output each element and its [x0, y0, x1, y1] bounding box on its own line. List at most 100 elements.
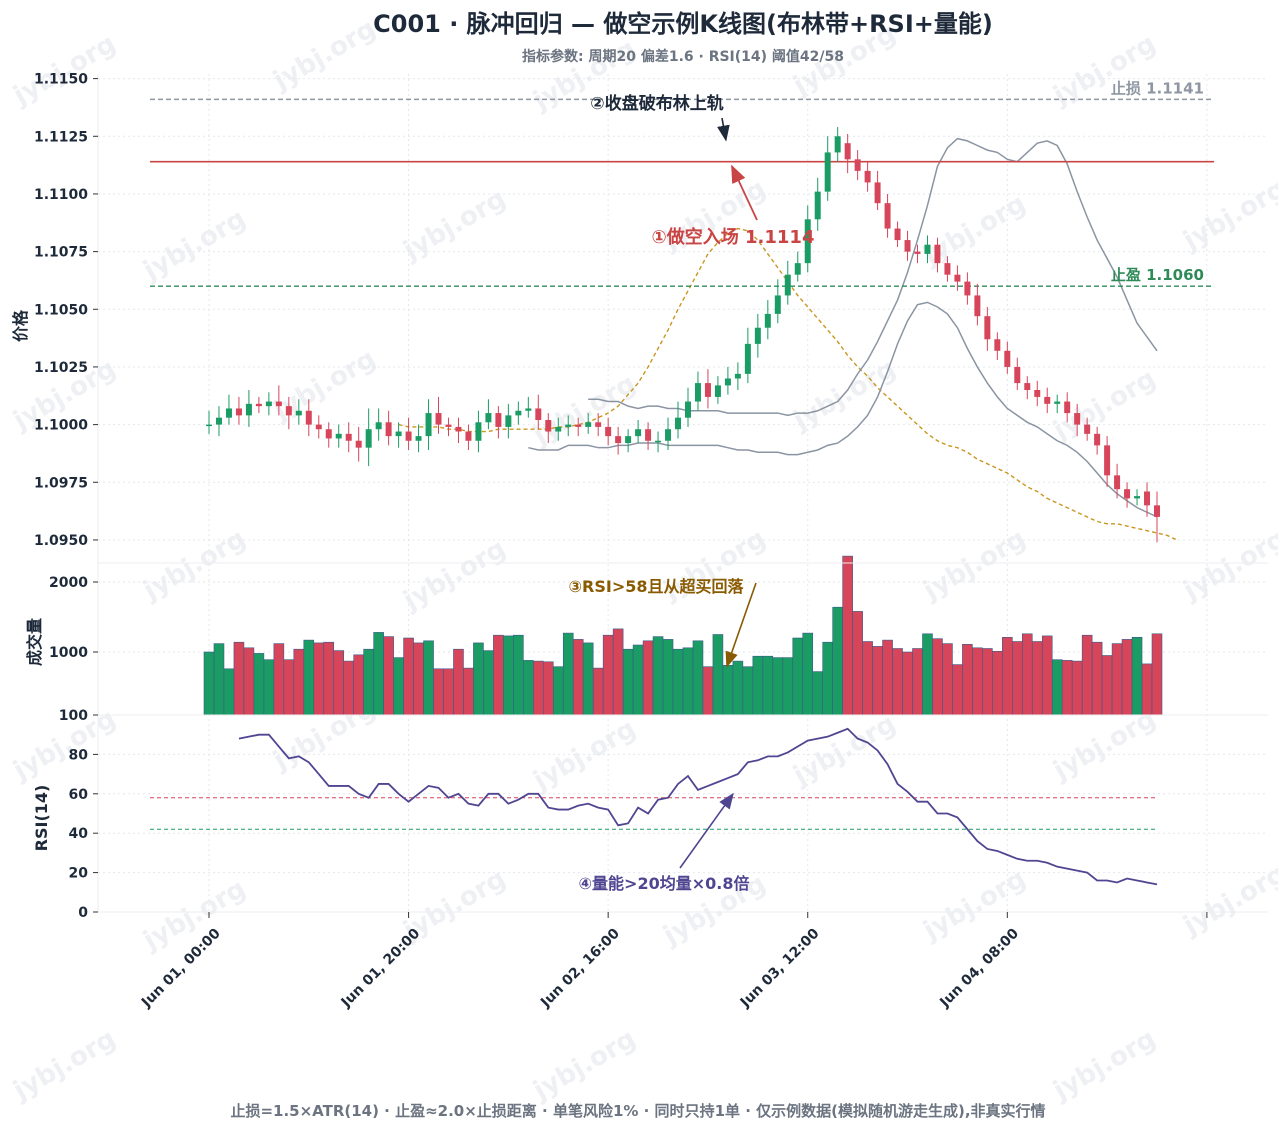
candle-body [206, 424, 212, 427]
watermark-text: jybj.org [138, 524, 251, 607]
volume-bar [782, 657, 794, 716]
candle-body [1014, 366, 1021, 384]
volume-tick-label: 100 [59, 708, 88, 724]
bollinger-bands [398, 137, 1178, 541]
candle-body [974, 295, 981, 317]
candle-body [814, 191, 821, 220]
candle-body [495, 413, 502, 427]
candle-body [655, 440, 662, 443]
candle-body [415, 436, 422, 441]
volume-bar [682, 647, 694, 716]
candle-body [335, 433, 342, 439]
watermark-text: jybj.org [528, 369, 641, 452]
watermark-text: jybj.org [1048, 704, 1161, 787]
volume-axis-label: 成交量 [25, 618, 44, 666]
candle-body [405, 431, 412, 441]
candle-body [435, 413, 442, 425]
volume-bar [962, 643, 973, 716]
bollinger-lower-line [528, 301, 1158, 518]
breakout-note: ②收盘破布林上轨 [590, 93, 723, 114]
volume-bar [882, 639, 893, 716]
volume-bar [762, 655, 774, 716]
volume-bar [273, 643, 285, 716]
volume-bar [822, 641, 833, 716]
bollinger-mid-line [398, 227, 1178, 541]
volume-bar [542, 661, 554, 716]
watermark-text: jybj.org [1048, 1024, 1161, 1107]
price-tick-label: 1.0975 [34, 475, 88, 491]
volume-bar [1012, 641, 1023, 716]
volume-bar [1131, 636, 1143, 716]
rsi-tick-label: 0 [78, 905, 88, 921]
volume-bar [832, 606, 843, 716]
candle-body [794, 263, 801, 275]
candle-body [555, 426, 562, 432]
candle-body [894, 228, 901, 241]
watermark-text: jybj.org [8, 1024, 121, 1107]
candle-body [934, 244, 941, 264]
volume-bar [602, 634, 614, 716]
candle-body [595, 422, 602, 427]
volume-bar [313, 642, 325, 716]
candle-body [1044, 396, 1051, 404]
candle-body [245, 403, 252, 416]
volume-bar [1051, 659, 1063, 716]
price-axis-label: 价格 [11, 309, 30, 342]
price-tick-label: 1.1025 [34, 360, 88, 376]
candle-body [1114, 475, 1121, 490]
volume-bars [203, 555, 1163, 716]
volume-bar [712, 634, 724, 716]
volume-bar [1141, 663, 1153, 716]
volume-bar [932, 638, 943, 716]
candle-body [425, 413, 432, 437]
volume-bar [513, 634, 524, 716]
watermark-text: jybj.org [1178, 174, 1278, 257]
candle-body [605, 426, 612, 437]
candle-body [515, 410, 522, 416]
volume-bar [922, 633, 933, 716]
watermark-text: jybj.org [8, 29, 121, 112]
bollinger-upper-line [588, 137, 1158, 417]
candle-body [1064, 401, 1071, 414]
watermark-text: jybj.org [918, 524, 1031, 607]
rsi-tick-label: 40 [69, 826, 89, 842]
volume-bar [842, 555, 853, 716]
breakout-arrow [717, 117, 730, 142]
candle-body [744, 343, 751, 374]
volume-bar [253, 653, 265, 716]
candle-body [295, 410, 302, 416]
volume-bar [572, 639, 584, 716]
volume-bar [1101, 655, 1113, 716]
entry-arrow [731, 164, 758, 221]
candle-body [1074, 413, 1081, 425]
candle-body [255, 403, 262, 407]
volume-bar [523, 660, 534, 716]
volume-bar [652, 636, 664, 716]
volume-bar [902, 651, 913, 716]
candle-body [984, 316, 991, 340]
candle-body [1104, 445, 1111, 476]
volume-bar [892, 648, 903, 716]
volume-bar [812, 671, 824, 716]
volume-bar [533, 660, 544, 716]
volume-bar [672, 648, 684, 716]
candle-body [944, 263, 951, 275]
footer-note: 止损=1.5×ATR(14) · 止盈≈2.0×止损距离 · 单笔风险1% · … [230, 1102, 1045, 1120]
candle-body [1094, 433, 1101, 446]
candle-body [834, 136, 841, 153]
volume-bar [912, 648, 923, 716]
volume-bar [503, 635, 514, 716]
candle-body [824, 152, 831, 192]
candle-body [475, 422, 482, 441]
price-levels: 止损 1.1141 止盈 1.1060 [150, 79, 1214, 287]
volume-bar [632, 644, 644, 716]
candle-body [355, 440, 362, 448]
price-tick-label: 1.1075 [34, 245, 88, 261]
volume-bar [772, 657, 784, 716]
rsi-tick-label: 80 [69, 747, 89, 763]
candle-body [694, 383, 701, 402]
candle-body [714, 385, 721, 397]
candle-body [635, 429, 642, 437]
volume-bar [942, 643, 953, 716]
x-tick-label: Jun 01, 20:00 [338, 925, 424, 1011]
